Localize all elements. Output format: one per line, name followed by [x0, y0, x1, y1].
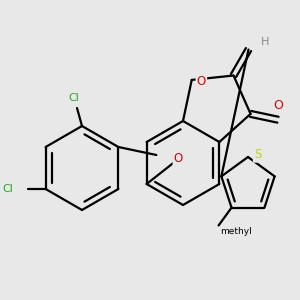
Text: O: O [197, 75, 206, 88]
Text: O: O [273, 99, 283, 112]
Text: O: O [174, 152, 183, 166]
Text: H: H [260, 37, 269, 46]
Text: Cl: Cl [69, 93, 80, 103]
Text: methyl: methyl [220, 227, 252, 236]
Text: S: S [254, 148, 261, 161]
Text: Cl: Cl [3, 184, 13, 194]
